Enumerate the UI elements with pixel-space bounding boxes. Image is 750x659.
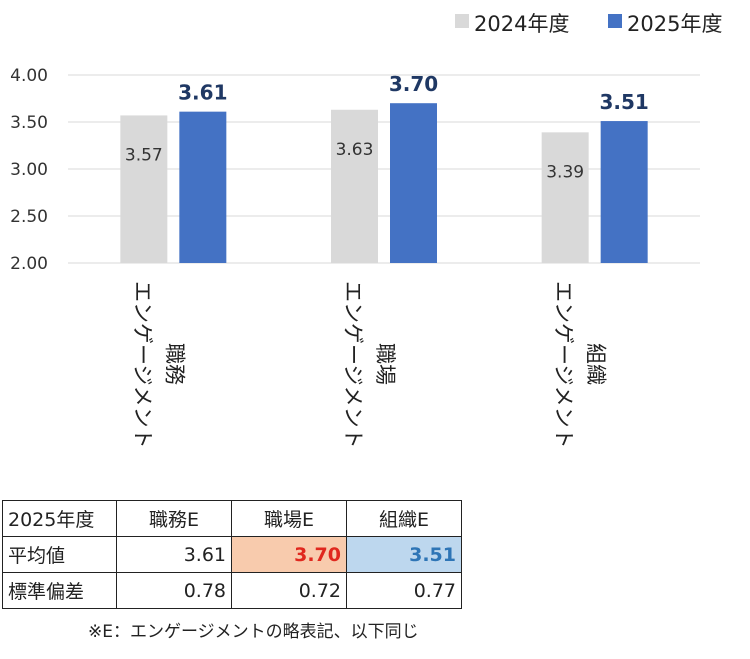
data-label: 3.51 — [599, 90, 648, 114]
table-row-label: 標準偏差 — [2, 572, 117, 609]
data-label: 3.61 — [178, 81, 227, 105]
table-cell: 0.77 — [346, 572, 462, 609]
table-row-label: 平均値 — [2, 536, 117, 573]
table-col-header: 組織E — [346, 500, 462, 537]
bar — [600, 121, 648, 263]
table-header-row: 2025年度 職務E 職場E 組織E — [2, 500, 462, 537]
table-cell: 0.72 — [231, 572, 347, 609]
stats-table: 2025年度 職務E 職場E 組織E 平均値 3.61 3.70 3.51 標準… — [2, 500, 462, 609]
x-category-label: 職務 — [162, 343, 186, 385]
x-category-label: エンゲージメント — [552, 281, 576, 449]
data-label: 3.63 — [336, 140, 374, 160]
x-category-label: 職場 — [373, 343, 397, 385]
table-cell: 3.61 — [116, 536, 232, 573]
data-label: 3.39 — [546, 162, 584, 182]
table-col-header: 職務E — [116, 500, 232, 537]
table-cell-highlight-red: 3.70 — [231, 536, 347, 573]
y-tick-label: 3.50 — [10, 113, 48, 133]
legend-label: 2024年度 — [474, 12, 569, 36]
x-category-label: エンゲージメント — [130, 281, 154, 449]
footnote: ※E：エンゲージメントの略表記、以下同じ — [88, 622, 419, 642]
data-label: 3.57 — [125, 145, 163, 165]
bar — [390, 103, 437, 263]
table-row: 標準偏差 0.78 0.72 0.77 — [2, 572, 462, 609]
data-label: 3.70 — [389, 72, 438, 96]
bar — [541, 132, 589, 263]
table-col-header: 職場E — [231, 500, 347, 537]
bar — [179, 111, 227, 263]
bar — [331, 109, 378, 263]
table-row: 平均値 3.61 3.70 3.51 — [2, 536, 462, 573]
table-cell: 0.78 — [116, 572, 232, 609]
y-tick-label: 2.00 — [10, 254, 48, 274]
y-tick-label: 3.00 — [10, 160, 48, 180]
table-cell-highlight-blue: 3.51 — [346, 536, 462, 573]
legend-label: 2025年度 — [627, 12, 722, 36]
legend-swatch — [608, 14, 622, 28]
y-tick-label: 4.00 — [10, 66, 48, 86]
table-corner-label: 2025年度 — [2, 500, 117, 537]
x-category-label: 組織 — [584, 343, 608, 385]
x-category-label: エンゲージメント — [341, 281, 365, 449]
y-tick-label: 2.50 — [10, 207, 48, 227]
bar — [120, 115, 168, 263]
legend-swatch — [455, 14, 469, 28]
